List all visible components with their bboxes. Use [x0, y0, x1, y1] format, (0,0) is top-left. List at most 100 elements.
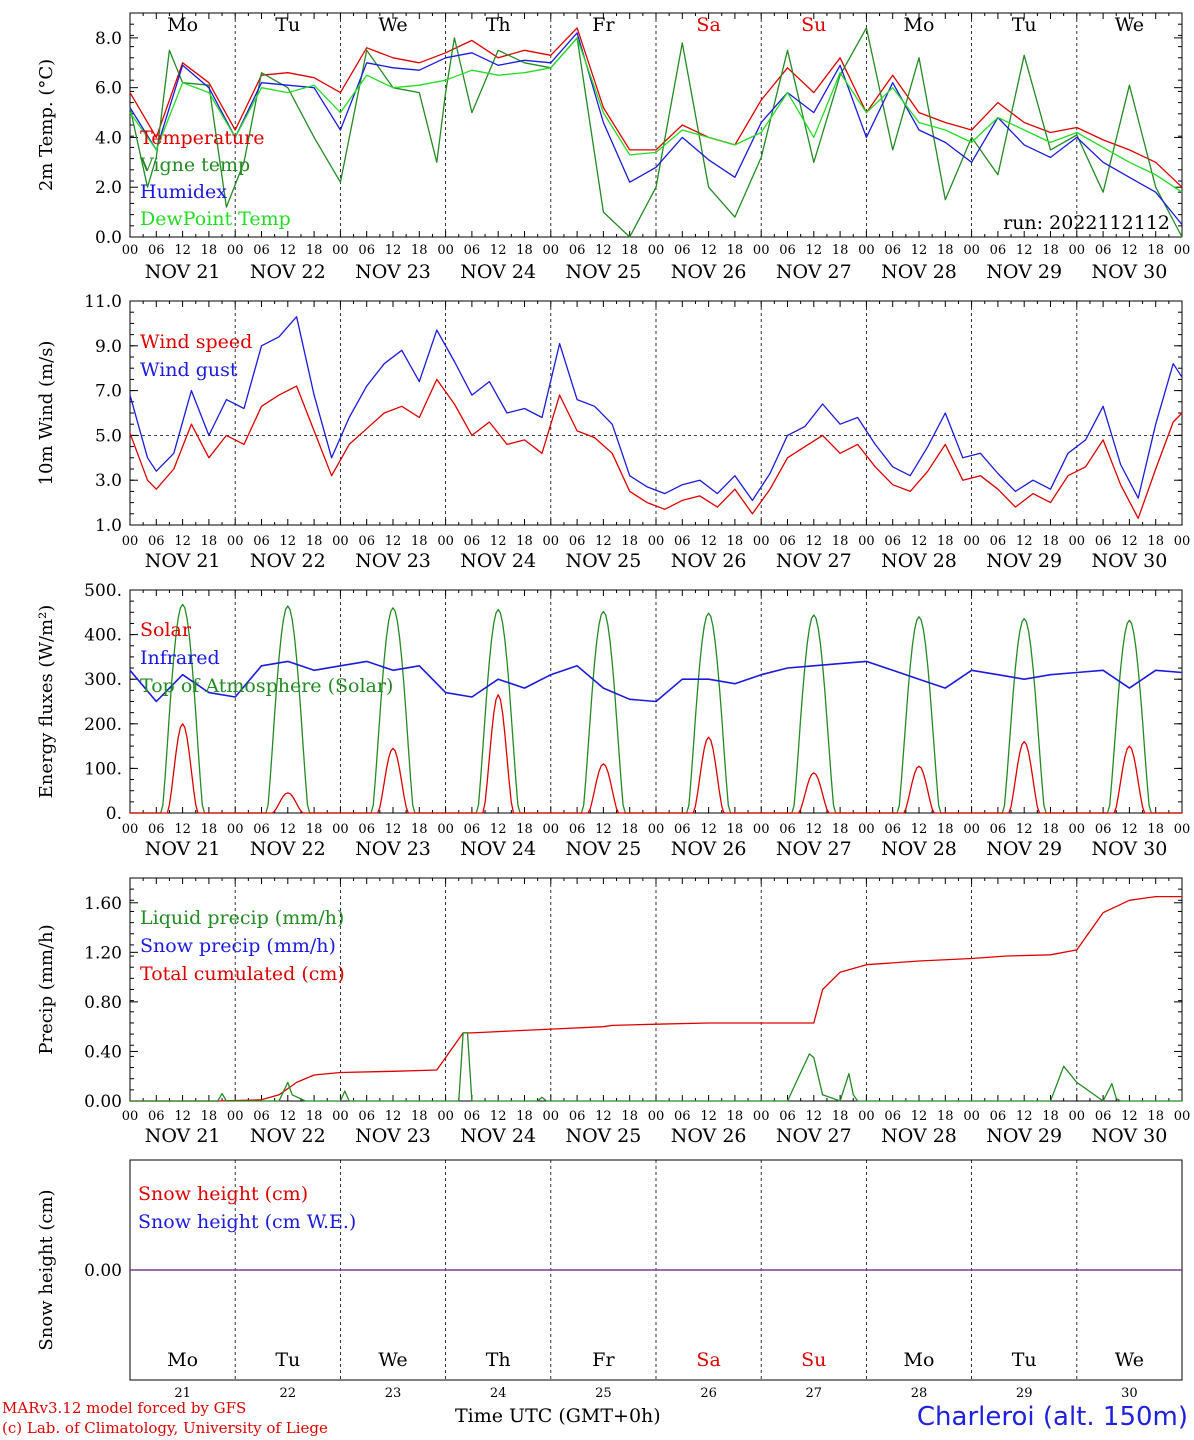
series-line-temperature — [129, 27, 1183, 188]
hour-tick-label: 12 — [806, 1109, 823, 1124]
hour-tick-label: 00 — [963, 1109, 980, 1124]
legend-entry: Snow height (cm W.E.) — [138, 1211, 356, 1233]
day-abbr-label: Sa — [696, 1349, 720, 1371]
hour-tick-label: 00 — [753, 1109, 770, 1124]
hour-tick-label: 18 — [621, 243, 638, 258]
legend-entry: Top of Atmosphere (Solar) — [140, 675, 393, 697]
hour-tick-label: 00 — [227, 534, 244, 549]
date-label: NOV 22 — [250, 1125, 326, 1147]
legend-entry: Vigne temp — [139, 154, 250, 176]
hour-tick-label: 18 — [937, 822, 954, 837]
y-tick-label: 0.0 — [95, 228, 122, 248]
hour-tick-label: 00 — [648, 822, 665, 837]
y-axis-label: Snow height (cm) — [36, 1189, 57, 1350]
hour-tick-label: 06 — [148, 534, 165, 549]
hour-tick-label: 06 — [884, 534, 901, 549]
hour-tick-label: 12 — [1121, 534, 1138, 549]
hour-tick-label: 12 — [1121, 243, 1138, 258]
date-label: NOV 30 — [1091, 261, 1167, 283]
hour-tick-label: 12 — [280, 1109, 297, 1124]
day-number-label: 24 — [490, 1386, 507, 1400]
hour-tick-label: 00 — [543, 534, 560, 549]
date-label: NOV 26 — [671, 550, 747, 572]
day-abbr-label: Mo — [167, 14, 198, 36]
hour-tick-label: 12 — [911, 534, 928, 549]
hour-tick-label: 06 — [1095, 534, 1112, 549]
hour-tick-label: 06 — [779, 243, 796, 258]
hour-tick-label: 06 — [1095, 1109, 1112, 1124]
hour-tick-label: 06 — [464, 822, 481, 837]
hour-tick-label: 18 — [1147, 822, 1164, 837]
day-abbr-label: Tu — [1012, 14, 1037, 36]
hour-tick-label: 00 — [332, 1109, 349, 1124]
hour-tick-label: 18 — [516, 822, 533, 837]
hour-tick-label: 12 — [806, 243, 823, 258]
hour-tick-label: 18 — [1147, 1109, 1164, 1124]
hour-tick-label: 06 — [884, 1109, 901, 1124]
hour-tick-label: 00 — [1174, 243, 1191, 258]
date-label: NOV 29 — [986, 838, 1062, 860]
hour-tick-label: 06 — [990, 1109, 1007, 1124]
day-abbr-label: We — [1115, 14, 1144, 36]
hour-tick-label: 12 — [911, 243, 928, 258]
y-tick-label: 400. — [84, 626, 122, 646]
hour-tick-label: 00 — [1174, 534, 1191, 549]
series-line-solar — [130, 694, 1182, 814]
hour-tick-label: 12 — [174, 243, 191, 258]
model-credit: MARv3.12 model forced by GFS — [2, 1399, 247, 1417]
hour-tick-label: 12 — [700, 1109, 717, 1124]
y-axis-label: 2m Temp. (°C) — [36, 59, 57, 191]
day-number-label: 25 — [595, 1386, 612, 1400]
hour-tick-label: 12 — [595, 243, 612, 258]
legend-entry: Snow precip (mm/h) — [140, 935, 336, 957]
hour-tick-label: 00 — [437, 534, 454, 549]
copyright-credit: (c) Lab. of Climatology, University of L… — [2, 1419, 328, 1437]
hour-tick-label: 18 — [832, 822, 849, 837]
day-abbr-label: We — [1115, 1349, 1144, 1371]
hour-tick-label: 06 — [253, 534, 270, 549]
hour-tick-label: 12 — [490, 534, 507, 549]
hour-tick-label: 12 — [595, 822, 612, 837]
hour-tick-label: 12 — [1016, 534, 1033, 549]
date-label: NOV 25 — [565, 261, 641, 283]
hour-tick-label: 00 — [963, 534, 980, 549]
hour-tick-label: 12 — [490, 1109, 507, 1124]
hour-tick-label: 18 — [937, 1109, 954, 1124]
day-abbr-label: Tu — [275, 14, 300, 36]
hour-tick-label: 18 — [621, 534, 638, 549]
day-number-label: 26 — [700, 1386, 717, 1400]
y-tick-label: 0.40 — [84, 1042, 122, 1062]
hour-tick-label: 06 — [569, 243, 586, 258]
day-abbr-label: Su — [801, 14, 826, 36]
hour-tick-label: 06 — [674, 243, 691, 258]
hour-tick-label: 06 — [779, 1109, 796, 1124]
hour-tick-label: 06 — [148, 243, 165, 258]
hour-tick-label: 00 — [332, 534, 349, 549]
y-tick-label: 0.00 — [84, 1092, 122, 1112]
day-abbr-label: Tu — [1012, 1349, 1037, 1371]
hour-tick-label: 06 — [569, 1109, 586, 1124]
hour-tick-label: 00 — [753, 243, 770, 258]
date-label: NOV 24 — [460, 1125, 536, 1147]
hour-tick-label: 06 — [990, 243, 1007, 258]
legend-entry: Wind gust — [140, 359, 238, 381]
hour-tick-label: 18 — [411, 534, 428, 549]
series-line-vigne-temp — [129, 27, 1183, 238]
hour-tick-label: 06 — [464, 243, 481, 258]
day-abbr-label: Mo — [167, 1349, 198, 1371]
y-tick-label: 5.0 — [95, 426, 122, 446]
hour-tick-label: 06 — [1095, 243, 1112, 258]
y-tick-label: 11.0 — [84, 292, 122, 312]
hour-tick-label: 00 — [122, 243, 139, 258]
hour-tick-label: 06 — [253, 243, 270, 258]
date-label: NOV 28 — [881, 261, 957, 283]
day-number-label: 28 — [911, 1386, 928, 1400]
hour-tick-label: 06 — [990, 534, 1007, 549]
date-label: NOV 27 — [776, 550, 852, 572]
hour-tick-label: 18 — [937, 534, 954, 549]
hour-tick-label: 18 — [306, 243, 323, 258]
hour-tick-label: 18 — [201, 243, 218, 258]
hour-tick-label: 18 — [1042, 1109, 1059, 1124]
date-label: NOV 29 — [986, 550, 1062, 572]
date-label: NOV 30 — [1091, 550, 1167, 572]
